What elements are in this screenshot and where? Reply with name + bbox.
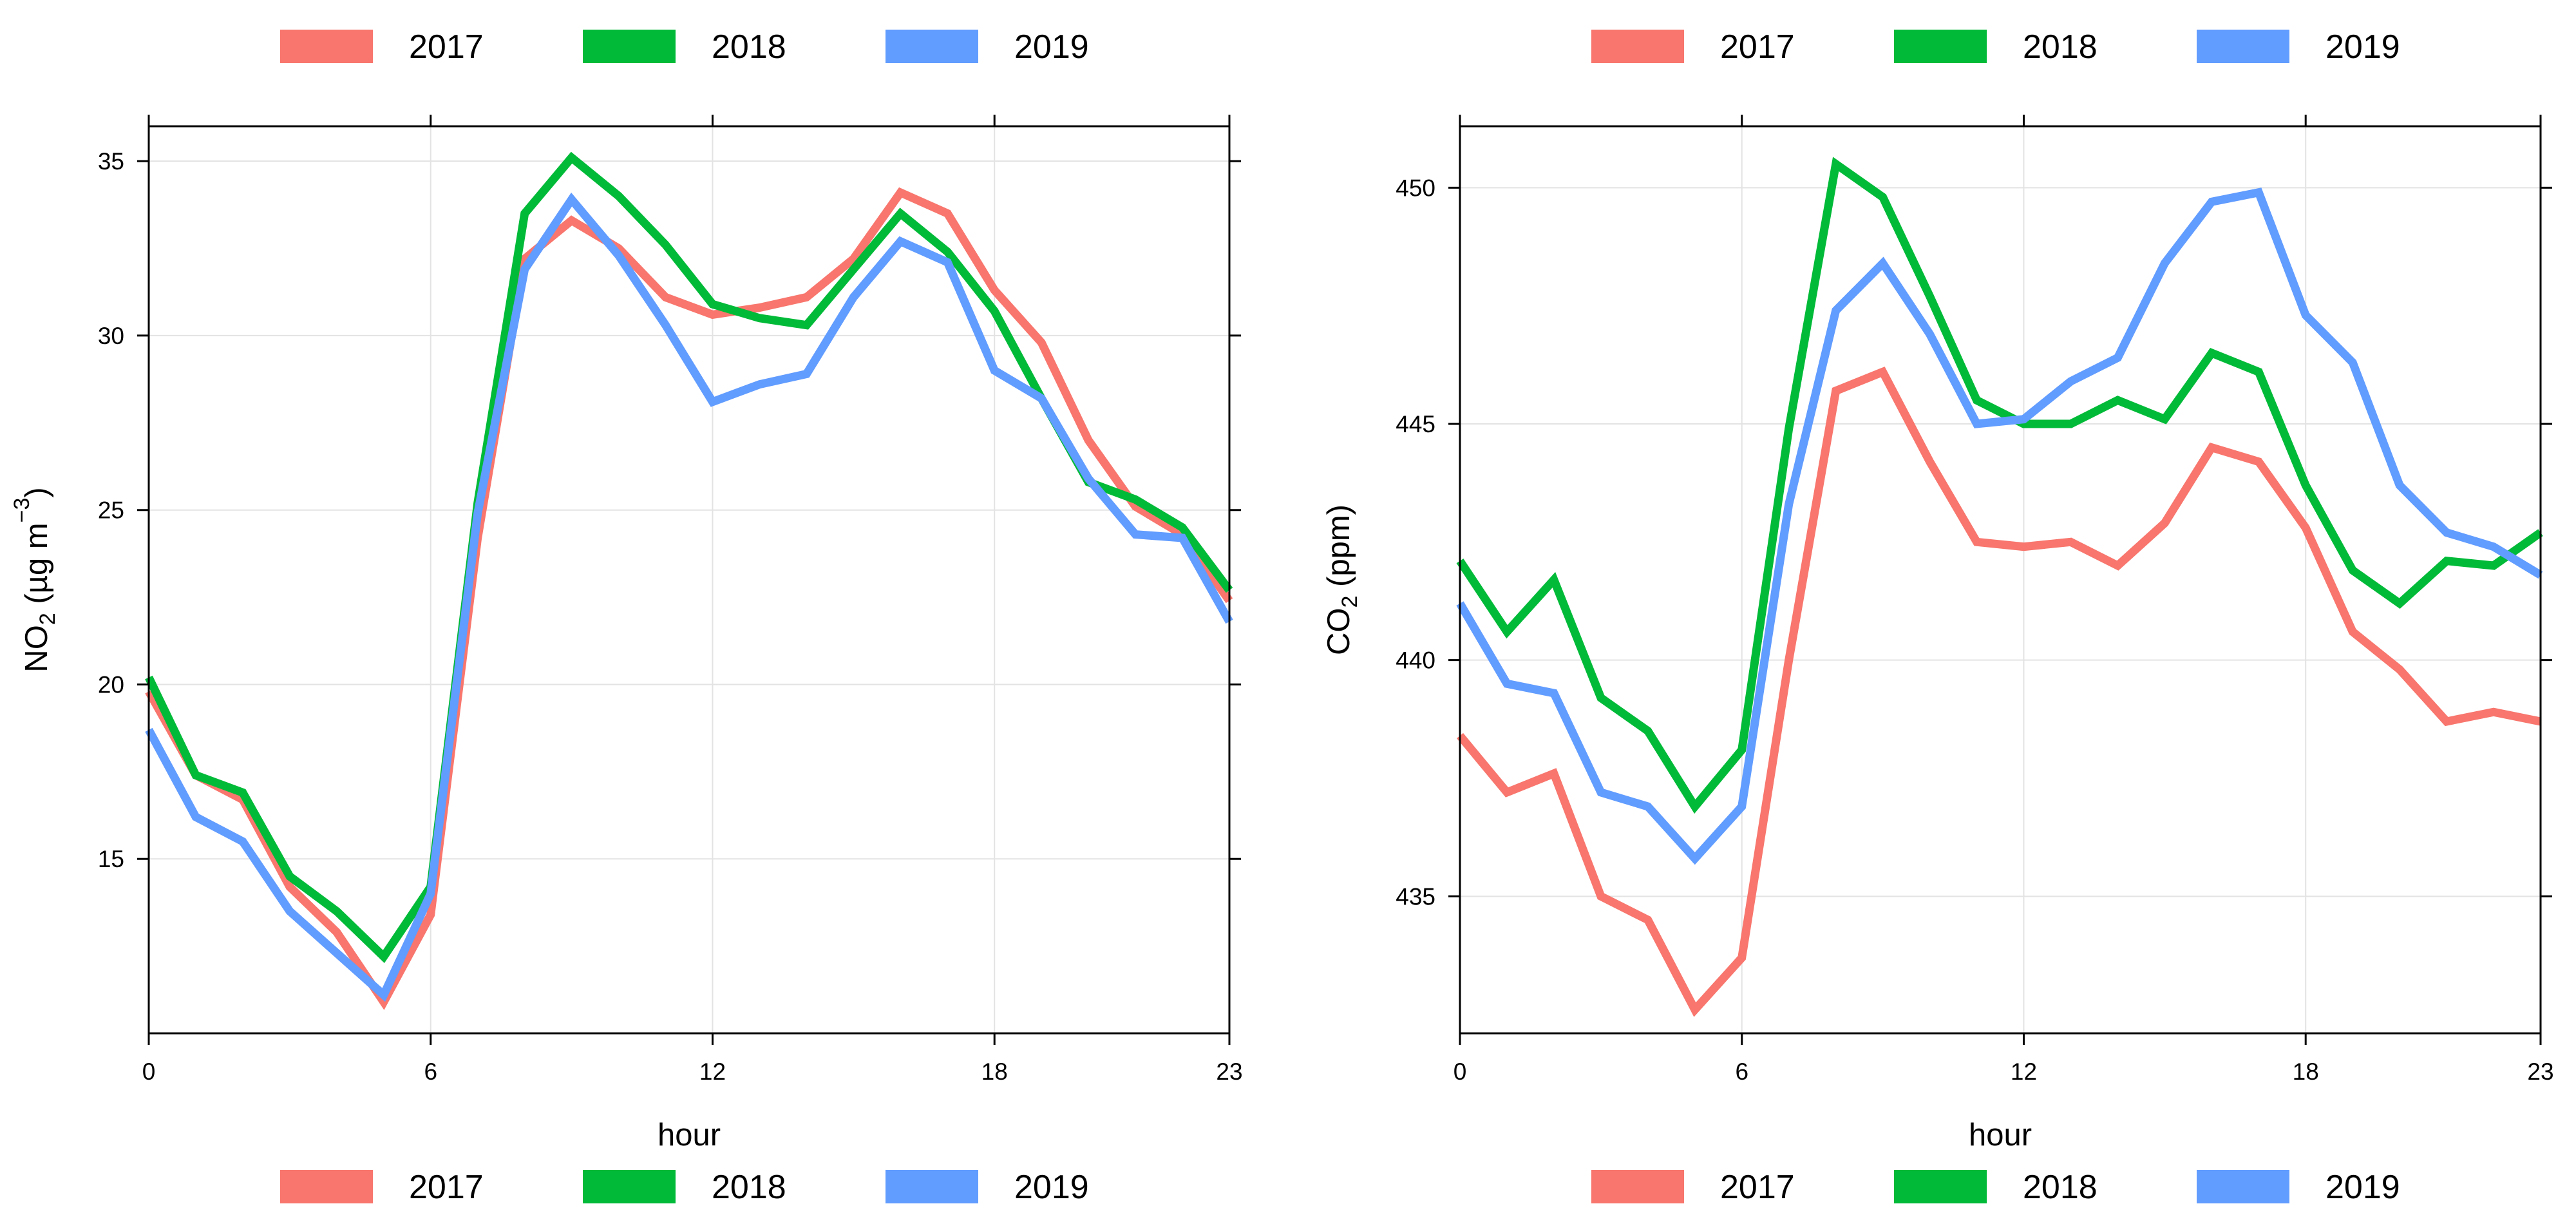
x-tick-label: 6 [1735, 1058, 1748, 1085]
x-tick-label: 0 [142, 1058, 156, 1085]
legend-label-2018: 2018 [2023, 28, 2098, 66]
y-axis-label-superscript: −3 [10, 498, 34, 523]
legend-swatch-2018 [1894, 1170, 1987, 1203]
axis-ticks: 0 6 12 18 23 15 20 25 30 35 [98, 115, 1243, 1085]
legend-swatch-2017 [1591, 30, 1684, 63]
series-line-2017 [145, 187, 1233, 1010]
legend-label-2017: 2017 [409, 28, 484, 66]
y-axis-label-subscript: 2 [1338, 596, 1362, 608]
y-axis-label-mid: (ppm) [1321, 504, 1356, 596]
x-tick-label: 6 [424, 1058, 437, 1085]
y-tick-label: 435 [1396, 883, 1435, 910]
series-group [1456, 157, 2543, 1017]
y-tick-label: 20 [98, 671, 124, 698]
y-tick-label: 450 [1396, 175, 1435, 201]
series-line-2018 [1456, 157, 2543, 814]
y-axis-label: CO2 (ppm) [1321, 504, 1362, 655]
legend-bottom: 2017 2018 2019 [1591, 1169, 2400, 1206]
y-tick-label: 25 [98, 497, 124, 524]
series-line-2019 [145, 192, 1233, 1002]
y-tick-label: 15 [98, 846, 124, 872]
legend-label-2017: 2017 [409, 1169, 484, 1206]
y-axis-label-prefix: CO [1321, 608, 1356, 656]
series-line-2017 [1456, 367, 2542, 1017]
legend-swatch-2018 [583, 1170, 676, 1203]
y-tick-label: 445 [1396, 411, 1435, 437]
series-group [145, 151, 1233, 1010]
legend-bottom: 2017 2018 2019 [280, 1169, 1089, 1206]
x-axis-label: hour [658, 1118, 721, 1152]
legend-swatch-2019 [2197, 1170, 2289, 1203]
legend-label-2019: 2019 [2325, 1169, 2400, 1206]
legend-label-2018: 2018 [712, 1169, 786, 1206]
plot-frame [147, 125, 1231, 1035]
y-tick-label: 35 [98, 148, 124, 175]
legend-top: 2017 2018 2019 [1591, 28, 2400, 66]
x-tick-label: 18 [2293, 1058, 2319, 1085]
x-tick-label: 18 [981, 1058, 1008, 1085]
y-tick-label: 30 [98, 323, 124, 349]
x-tick-label: 23 [1216, 1058, 1242, 1085]
legend-label-2017: 2017 [1720, 1169, 1795, 1206]
x-tick-label: 0 [1454, 1058, 1467, 1085]
legend-swatch-2019 [886, 30, 978, 63]
legend-label-2018: 2018 [2023, 1169, 2098, 1206]
y-axis-label-prefix: NO [19, 625, 54, 673]
y-axis-label-subscript: 2 [35, 613, 60, 625]
legend-label-2019: 2019 [1014, 28, 1089, 66]
y-tick-label: 440 [1396, 647, 1435, 674]
x-tick-label: 23 [2527, 1058, 2553, 1085]
legend-label-2019: 2019 [1014, 1169, 1089, 1206]
x-axis-label: hour [1969, 1118, 2032, 1152]
legend-swatch-2019 [886, 1170, 978, 1203]
y-axis-label-suffix: ) [19, 487, 54, 497]
legend-swatch-2017 [1591, 1170, 1684, 1203]
legend-swatch-2018 [583, 30, 676, 63]
series-line-2019 [1456, 187, 2543, 865]
x-tick-label: 12 [2011, 1058, 2037, 1085]
legend-swatch-2017 [280, 1170, 373, 1203]
legend-label-2017: 2017 [1720, 28, 1795, 66]
y-axis-label: NO2 (µg m−3) [10, 487, 60, 672]
axis-ticks: 0 6 12 18 23 435 440 445 450 [1396, 115, 2554, 1085]
legend-label-2019: 2019 [2325, 28, 2400, 66]
legend-swatch-2017 [280, 30, 373, 63]
legend-label-2018: 2018 [712, 28, 786, 66]
x-tick-label: 12 [699, 1058, 726, 1085]
legend-swatch-2019 [2197, 30, 2289, 63]
legend-swatch-2018 [1894, 30, 1987, 63]
plot-frame [1459, 125, 2542, 1035]
legend-top: 2017 2018 2019 [280, 28, 1089, 66]
y-axis-label-mid: (µg m [19, 522, 54, 613]
